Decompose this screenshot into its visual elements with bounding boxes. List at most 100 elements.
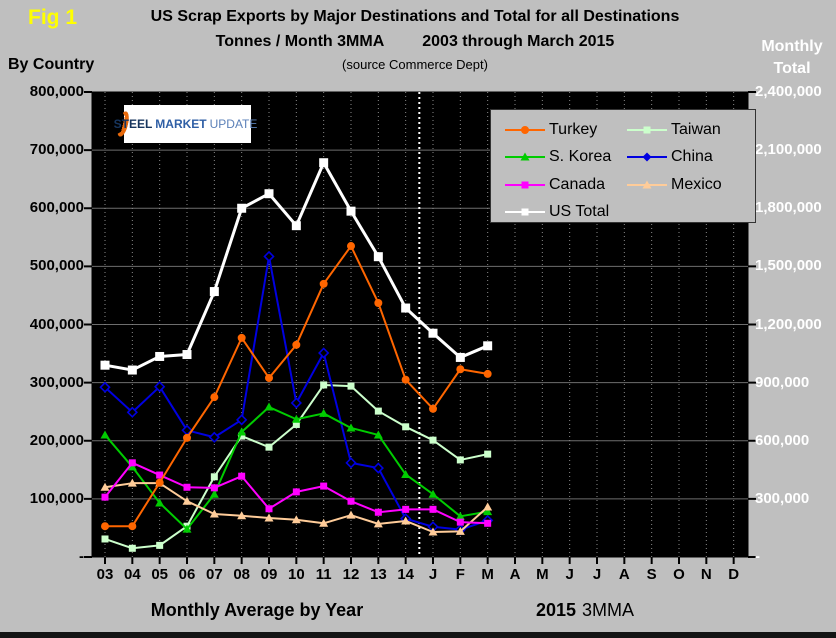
marker <box>156 541 164 549</box>
marker <box>183 483 191 491</box>
marker <box>292 340 301 349</box>
marker <box>456 365 465 374</box>
x-axis-label: M <box>481 566 494 583</box>
x-axis-label: O <box>673 566 685 583</box>
right-axis-label: 300,000 <box>755 489 810 507</box>
marker <box>128 522 137 531</box>
left-axis-label: 700,000 <box>29 141 84 159</box>
left-axis-label: 600,000 <box>29 199 84 217</box>
marker <box>292 420 300 428</box>
x-axis-label: 07 <box>205 566 223 583</box>
marker <box>155 498 165 507</box>
x-axis-label: 05 <box>151 566 168 583</box>
marker <box>372 462 384 474</box>
marker <box>456 456 464 464</box>
x-axis-label: 06 <box>178 566 196 583</box>
legend-marker-triangle-icon <box>505 152 545 161</box>
marker <box>455 511 465 520</box>
marker <box>346 206 356 216</box>
marker <box>373 430 383 439</box>
legend-item-s-korea: S. Korea <box>505 147 627 167</box>
x-axis-caption-year: 2015 <box>535 600 577 620</box>
marker <box>156 471 164 479</box>
marker <box>265 505 273 513</box>
x-axis-label: J <box>592 566 602 583</box>
marker <box>483 369 492 378</box>
marker <box>238 472 246 480</box>
left-axis-label: 100,000 <box>29 489 84 507</box>
marker <box>127 462 137 471</box>
marker <box>210 473 218 481</box>
marker <box>374 298 383 307</box>
logo-text-market: MARKET <box>155 117 207 131</box>
marker <box>237 333 246 342</box>
marker <box>291 515 301 524</box>
x-axis-label: A <box>509 566 521 583</box>
marker <box>291 414 301 423</box>
marker <box>346 423 356 432</box>
marker <box>320 381 328 389</box>
marker <box>264 513 274 522</box>
marker <box>455 352 465 362</box>
right-axis-label: 1,800,000 <box>755 199 822 217</box>
marker <box>127 365 137 375</box>
legend-item-china: China <box>627 147 755 167</box>
marker <box>100 360 110 370</box>
x-axis-left-caption: Monthly Average by Year <box>150 600 364 620</box>
marker <box>429 505 437 513</box>
marker <box>428 527 438 536</box>
marker <box>265 443 273 451</box>
marker <box>291 221 301 231</box>
marker <box>209 489 219 498</box>
legend-marker-triangle-icon <box>627 180 667 188</box>
right-axis-label: 900,000 <box>755 373 810 391</box>
marker <box>373 252 383 262</box>
marker <box>429 404 437 413</box>
x-axis-label: 14 <box>397 566 414 583</box>
left-axis-title: By Country <box>8 56 95 73</box>
left-axis-label: - <box>79 548 84 565</box>
marker <box>183 433 191 442</box>
left-axis-label: 400,000 <box>29 315 84 333</box>
marker <box>347 497 355 505</box>
legend-label: Taiwan <box>671 121 721 138</box>
legend-marker-square-icon <box>505 208 545 216</box>
marker <box>319 518 329 527</box>
right-axis-label: 2,400,000 <box>755 83 822 100</box>
right-axis-title-line1: Monthly <box>761 38 823 55</box>
x-axis-label: 03 <box>96 566 114 583</box>
marker <box>155 478 164 487</box>
marker <box>401 469 411 478</box>
legend-item-canada: Canada <box>505 175 627 195</box>
marker <box>210 484 218 492</box>
x-axis-right-caption: 2015 3MMA <box>420 600 750 621</box>
marker <box>127 478 137 487</box>
marker <box>428 489 438 498</box>
marker <box>402 505 410 513</box>
left-axis-label: 500,000 <box>29 257 84 275</box>
x-axis-label: S <box>646 566 657 583</box>
marker <box>483 507 493 516</box>
x-axis-label: J <box>428 566 438 583</box>
legend-label: Mexico <box>671 175 722 193</box>
marker <box>290 397 302 409</box>
marker <box>126 406 138 418</box>
chart-title: US Scrap Exports by Major Destinations a… <box>150 8 680 25</box>
legend-marker-square-icon <box>505 181 545 188</box>
marker <box>320 482 328 490</box>
marker <box>237 203 247 213</box>
marker <box>401 303 411 313</box>
left-axis-label: 800,000 <box>29 83 84 100</box>
legend-marker-diamond-icon <box>627 152 667 162</box>
chart-period: 2003 through March 2015 <box>422 33 615 50</box>
marker <box>319 279 328 288</box>
right-axis-label: 1,200,000 <box>755 315 822 333</box>
marker <box>237 427 247 436</box>
marker <box>428 328 438 338</box>
marker <box>373 519 383 528</box>
left-axis-label: 300,000 <box>29 373 84 391</box>
legend-label: Turkey <box>549 121 598 138</box>
marker <box>182 496 192 505</box>
legend-label: S. Korea <box>549 148 612 166</box>
